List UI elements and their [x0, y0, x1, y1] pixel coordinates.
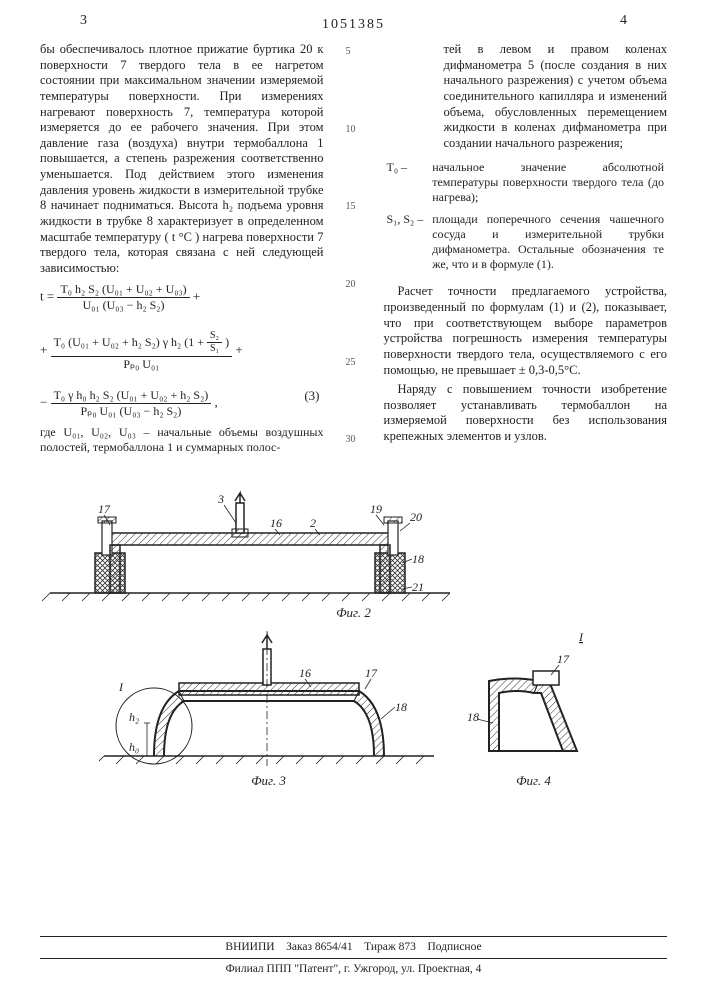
where-definitions-left: где U₀₁, U₀₂, U₀₃ – начальные объемы воз…	[40, 425, 324, 455]
right-continuation: тей в левом и правом коленах дифманометр…	[384, 42, 668, 151]
svg-text:19: 19	[370, 502, 382, 516]
right-paragraph-3: Наряду с повышением точности изобретение…	[384, 382, 668, 445]
page-marker-right: 4	[620, 12, 627, 30]
left-paragraph-1: бы обеспечивалось плотное прижатие бурти…	[40, 42, 324, 276]
equation-3: t = T₀ h₂ S₂ (U₀₁ + U₀₂ + U₀₃) U₀₁ (U₀₃ …	[40, 282, 324, 419]
svg-text:18: 18	[467, 710, 479, 724]
svg-text:3: 3	[217, 492, 224, 506]
svg-text:I: I	[578, 630, 584, 644]
left-column: бы обеспечивалось плотное прижатие бурти…	[40, 42, 324, 455]
imprint-footer: ВНИИПИ Заказ 8654/41 Тираж 873 Подписное…	[40, 933, 667, 976]
right-paragraph-2: Расчет точности предлагаемого устройства…	[384, 284, 668, 378]
svg-text:2: 2	[310, 516, 316, 530]
svg-text:17: 17	[98, 502, 111, 516]
svg-text:I: I	[118, 680, 124, 694]
figure-3: I 16 17 18 h₂ h₀ Фиг. 3	[99, 621, 439, 789]
symbol-definitions: T₀ – начальное значение абсолютной темпе…	[384, 157, 668, 278]
svg-text:16: 16	[299, 666, 311, 680]
svg-text:17: 17	[365, 666, 378, 680]
page-marker-left: 3	[80, 12, 87, 30]
svg-text:21: 21	[412, 580, 424, 594]
svg-text:18: 18	[412, 552, 424, 566]
svg-text:h₀: h₀	[129, 740, 139, 754]
figure-2: 17 3 16 2 19 20 18 21	[40, 473, 667, 621]
svg-text:h₂: h₂	[129, 710, 139, 724]
svg-text:18: 18	[395, 700, 407, 714]
line-number-gutter: 5 10 15 20 25 30	[346, 42, 362, 455]
svg-text:16: 16	[270, 516, 282, 530]
right-column: тей в левом и правом коленах дифманометр…	[384, 42, 668, 455]
svg-text:17: 17	[557, 652, 570, 666]
svg-text:20: 20	[410, 510, 422, 524]
figure-4: I 17 18 Фиг. 4	[459, 621, 609, 789]
doc-number: 1051385	[322, 16, 385, 34]
